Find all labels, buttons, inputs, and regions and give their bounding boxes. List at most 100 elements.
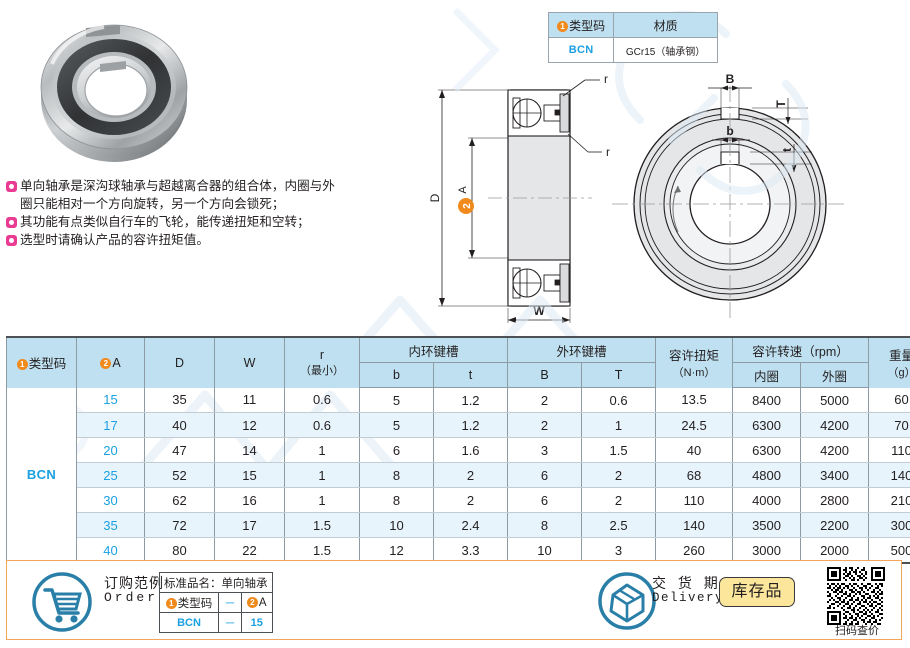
spec-cell-inner: 6300	[732, 412, 802, 438]
spec-cell-t: 2.4	[432, 512, 509, 538]
spec-header-inner-groove: 内环键槽	[358, 336, 509, 363]
delivery-label-en: Delivery	[652, 591, 725, 606]
description-bullet-1: 单向轴承是深沟球轴承与超越离合器的组合体，内圈与外圈只能相对一个方向旋转，另一个…	[6, 178, 342, 214]
spec-header-a-label: A	[112, 355, 121, 370]
spec-cell-weight: 210	[868, 487, 910, 513]
table-row: 30 62 16 1 8 2 6 2 110 4000 2800 210	[7, 487, 910, 513]
spec-cell-torque: 13.5	[655, 387, 734, 413]
spec-header-r-label: r	[319, 347, 325, 362]
material-table-header-row: 1 类型码 材质	[547, 12, 718, 38]
table-row: 25 52 15 1 8 2 6 2 68 4800 3400 140	[7, 462, 910, 488]
spec-cell-b: 8	[359, 487, 434, 513]
spec-header-inner-b: b	[359, 362, 434, 388]
spec-cell-t: 1.2	[432, 412, 509, 438]
spec-cell-d: 72	[144, 512, 215, 538]
spec-cell-b: 8	[359, 462, 434, 488]
spec-cell-d: 62	[144, 487, 215, 513]
spec-cell-a: 20	[76, 437, 145, 463]
spec-cell-weight: 60	[868, 387, 910, 413]
spec-cell-w: 16	[214, 487, 285, 513]
description-bullet-3: 选型时请确认产品的容许扭矩值。	[6, 232, 342, 250]
spec-header-r: r （最小）	[284, 336, 360, 388]
spec-header-type-code: 1 类型码	[6, 336, 77, 388]
spec-cell-t: 2	[432, 487, 509, 513]
qr-code-icon	[827, 567, 885, 625]
spec-header-torque-label: 容许扭矩	[669, 349, 720, 364]
spec-cell-r: 1	[284, 462, 360, 488]
spec-cell-torque: 24.5	[655, 412, 734, 438]
delivery-label-cn: 交 货 期	[652, 575, 722, 591]
description-text-1: 单向轴承是深沟球轴承与超越离合器的组合体，内圈与外圈只能相对一个方向旋转，另一个…	[20, 179, 335, 211]
table-row: BCN 15 35 11 0.6 5 1.2 2 0.6 13.5 8400 5000 60	[6, 387, 910, 564]
table-row: 17 40 12 0.6 5 1.2 2 1 24.5 6300 4200 70	[7, 412, 910, 438]
spec-cell-a: 15	[76, 387, 145, 413]
material-value-material: GCr15（轴承钢）	[613, 37, 718, 63]
spec-cell-w: 17	[214, 512, 285, 538]
spec-cell-b: 5	[359, 412, 434, 438]
spec-cell-outer: 4200	[800, 437, 870, 463]
spec-header-r-sub: （最小）	[300, 364, 344, 377]
spec-cell-r: 0.6	[284, 387, 360, 413]
spec-cell-r: 1	[284, 487, 360, 513]
spec-cell-weight: 70	[868, 412, 910, 438]
spec-cell-T: 2	[581, 462, 657, 488]
spec-cell-d: 40	[144, 412, 215, 438]
product-photo	[40, 24, 188, 162]
material-header-type-code: 1 类型码	[547, 12, 615, 38]
spec-cell-b: 10	[359, 512, 434, 538]
order-value-size: 15	[241, 612, 273, 633]
spec-header-torque: 容许扭矩 （N·m）	[655, 336, 734, 388]
drawing-label-D: D	[430, 193, 442, 202]
shopping-cart-icon	[32, 572, 92, 632]
spec-cell-w: 14	[214, 437, 285, 463]
spec-cell-b: 12	[359, 537, 434, 564]
spec-cell-B: 6	[507, 462, 583, 488]
spec-cell-t: 2	[432, 462, 509, 488]
badge-one-icon: 1	[557, 20, 569, 32]
spec-cell-inner: 4000	[732, 487, 802, 513]
spec-cell-B: 6	[507, 487, 583, 513]
spec-cell-inner: 3000	[732, 537, 802, 564]
description-list: 单向轴承是深沟球轴承与超越离合器的组合体，内圈与外圈只能相对一个方向旋转，另一个…	[6, 178, 342, 250]
spec-cell-T: 0.6	[581, 387, 657, 413]
bullet-marker-icon	[6, 181, 17, 192]
drawing-label-t: t	[780, 148, 794, 152]
spec-header-outer-groove: 外环键槽	[507, 336, 657, 363]
spec-cell-outer: 4200	[800, 412, 870, 438]
spec-header-torque-unit: （N·m）	[672, 367, 716, 380]
spec-cell-t: 1.6	[432, 437, 509, 463]
spec-cell-T: 1.5	[581, 437, 657, 463]
description-bullet-2: 其功能有点类似自行车的飞轮，能传递扭矩和空转；	[6, 214, 342, 232]
spec-cell-b: 6	[359, 437, 434, 463]
spec-cell-a: 30	[76, 487, 145, 513]
spec-cell-d: 47	[144, 437, 215, 463]
spec-cell-outer: 5000	[800, 387, 870, 413]
badge-two-icon: 2	[246, 596, 258, 608]
spec-cell-B: 2	[507, 387, 583, 413]
drawing-label-A: A	[457, 186, 469, 194]
spec-header-speed-inner: 内圈	[732, 362, 802, 388]
spec-cell-t: 1.2	[432, 387, 509, 413]
spec-header-speed: 容许转速（rpm）	[732, 336, 870, 363]
technical-drawings: D 2 A W r r	[430, 72, 848, 323]
drawing-label-b: b	[726, 124, 733, 138]
spec-table-body: BCN 15 35 11 0.6 5 1.2 2 0.6 13.5 8400 5000 60 17 40 12…	[6, 387, 910, 564]
spec-header-weight: 重量 （g）	[868, 336, 910, 388]
spec-header-d: D	[144, 336, 215, 388]
spec-header-weight-unit: （g）	[887, 367, 910, 380]
spec-cell-weight: 110	[868, 437, 910, 463]
spec-cell-w: 12	[214, 412, 285, 438]
spec-header-outer-T: T	[581, 362, 657, 388]
spec-cell-T: 2.5	[581, 512, 657, 538]
order-table-title-row: 标准品名：单向轴承	[159, 572, 273, 593]
badge-one-icon: 1	[165, 597, 177, 609]
spec-cell-inner: 6300	[732, 437, 802, 463]
order-dash-header: －	[218, 592, 242, 613]
spec-cell-B: 8	[507, 512, 583, 538]
spec-header-weight-label: 重量	[889, 349, 910, 364]
spec-cell-torque: 110	[655, 487, 734, 513]
